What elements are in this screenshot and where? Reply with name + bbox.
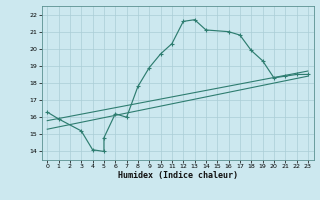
X-axis label: Humidex (Indice chaleur): Humidex (Indice chaleur) <box>118 171 237 180</box>
